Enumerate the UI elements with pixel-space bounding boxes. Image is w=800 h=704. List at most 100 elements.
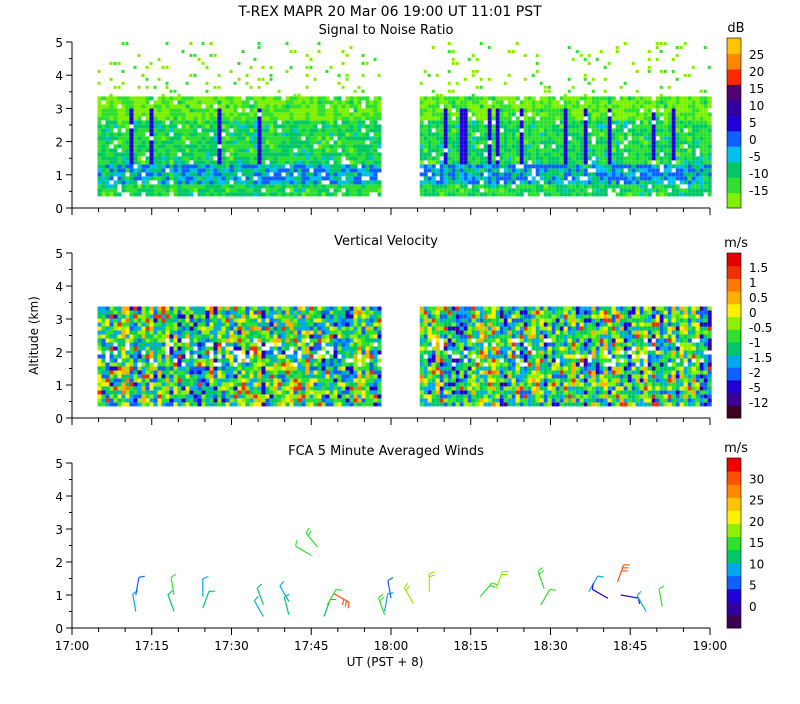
data-cell xyxy=(98,339,102,343)
data-cell xyxy=(154,323,158,327)
data-cell xyxy=(620,100,624,104)
data-cell xyxy=(588,180,592,184)
data-cell xyxy=(298,104,302,108)
data-cell xyxy=(186,307,190,311)
data-cell xyxy=(600,168,604,172)
data-cell xyxy=(640,112,644,116)
data-cell xyxy=(158,128,162,132)
data-cell xyxy=(604,104,608,108)
data-cell xyxy=(512,50,515,53)
data-cell xyxy=(656,140,660,144)
data-cell xyxy=(444,168,448,172)
data-cell xyxy=(126,128,130,132)
data-cell xyxy=(420,160,424,164)
data-cell xyxy=(528,184,532,188)
data-cell xyxy=(428,152,432,156)
data-cell xyxy=(114,116,118,120)
data-cell xyxy=(576,168,580,172)
data-cell xyxy=(460,160,464,164)
data-cell xyxy=(182,184,186,188)
data-cell xyxy=(676,188,680,192)
data-cell xyxy=(194,370,198,374)
data-cell xyxy=(286,184,290,188)
data-cell xyxy=(302,382,306,386)
data-cell xyxy=(480,140,484,144)
data-cell xyxy=(636,176,640,180)
data-cell xyxy=(488,148,492,152)
data-cell xyxy=(146,319,150,323)
data-cell xyxy=(608,104,612,108)
data-cell xyxy=(158,374,162,378)
data-cell xyxy=(572,86,575,89)
data-cell xyxy=(122,390,126,394)
data-cell xyxy=(174,374,178,378)
data-cell xyxy=(266,176,270,180)
data-cell xyxy=(306,192,310,196)
data-cell xyxy=(460,140,464,144)
data-cell xyxy=(508,108,512,112)
data-cell xyxy=(290,390,294,394)
data-cell xyxy=(218,319,222,323)
data-cell xyxy=(162,355,166,359)
data-cell xyxy=(122,386,126,390)
data-cell xyxy=(198,378,202,382)
data-cell xyxy=(234,104,238,108)
data-cell xyxy=(540,172,544,176)
data-cell xyxy=(464,136,468,140)
data-cell xyxy=(350,172,354,176)
data-cell xyxy=(126,398,130,402)
data-cell xyxy=(632,156,636,160)
data-cell xyxy=(472,148,476,152)
data-cell xyxy=(644,144,648,148)
data-cell xyxy=(222,335,226,339)
data-cell xyxy=(262,128,266,132)
data-cell xyxy=(704,132,708,136)
data-cell xyxy=(648,156,652,160)
data-cell xyxy=(648,66,651,69)
data-cell xyxy=(668,96,672,100)
data-cell xyxy=(150,363,154,367)
data-cell xyxy=(476,192,480,196)
data-cell xyxy=(298,359,302,363)
data-cell xyxy=(174,176,178,180)
data-cell xyxy=(162,398,166,402)
data-cell xyxy=(206,307,210,311)
data-cell xyxy=(130,367,134,371)
data-cell xyxy=(250,323,254,327)
data-cell xyxy=(202,96,206,100)
data-cell xyxy=(150,315,154,319)
data-cell xyxy=(424,136,428,140)
data-cell xyxy=(556,152,560,156)
data-cell xyxy=(106,367,110,371)
colorbar-label: 25 xyxy=(749,48,764,62)
data-cell xyxy=(230,140,234,144)
data-cell xyxy=(158,335,162,339)
data-cell xyxy=(126,390,130,394)
data-cell xyxy=(298,367,302,371)
data-cell xyxy=(306,140,310,144)
data-cell xyxy=(576,132,580,136)
data-cell xyxy=(286,136,290,140)
data-cell xyxy=(258,156,262,160)
data-cell xyxy=(668,104,672,108)
data-cell xyxy=(532,156,536,160)
data-cell xyxy=(536,192,540,196)
data-cell xyxy=(326,160,330,164)
data-cell xyxy=(262,120,266,124)
data-cell xyxy=(512,192,516,196)
data-cell xyxy=(206,347,210,351)
data-cell xyxy=(234,386,238,390)
data-cell xyxy=(568,164,572,168)
data-cell xyxy=(374,120,378,124)
data-cell xyxy=(178,347,182,351)
data-cell xyxy=(238,132,242,136)
data-cell xyxy=(266,331,270,335)
data-cell xyxy=(258,367,262,371)
data-cell xyxy=(576,124,580,128)
data-cell xyxy=(588,120,592,124)
data-cell xyxy=(488,132,492,136)
data-cell xyxy=(556,104,560,108)
data-cell xyxy=(202,180,206,184)
data-cell xyxy=(432,188,436,192)
